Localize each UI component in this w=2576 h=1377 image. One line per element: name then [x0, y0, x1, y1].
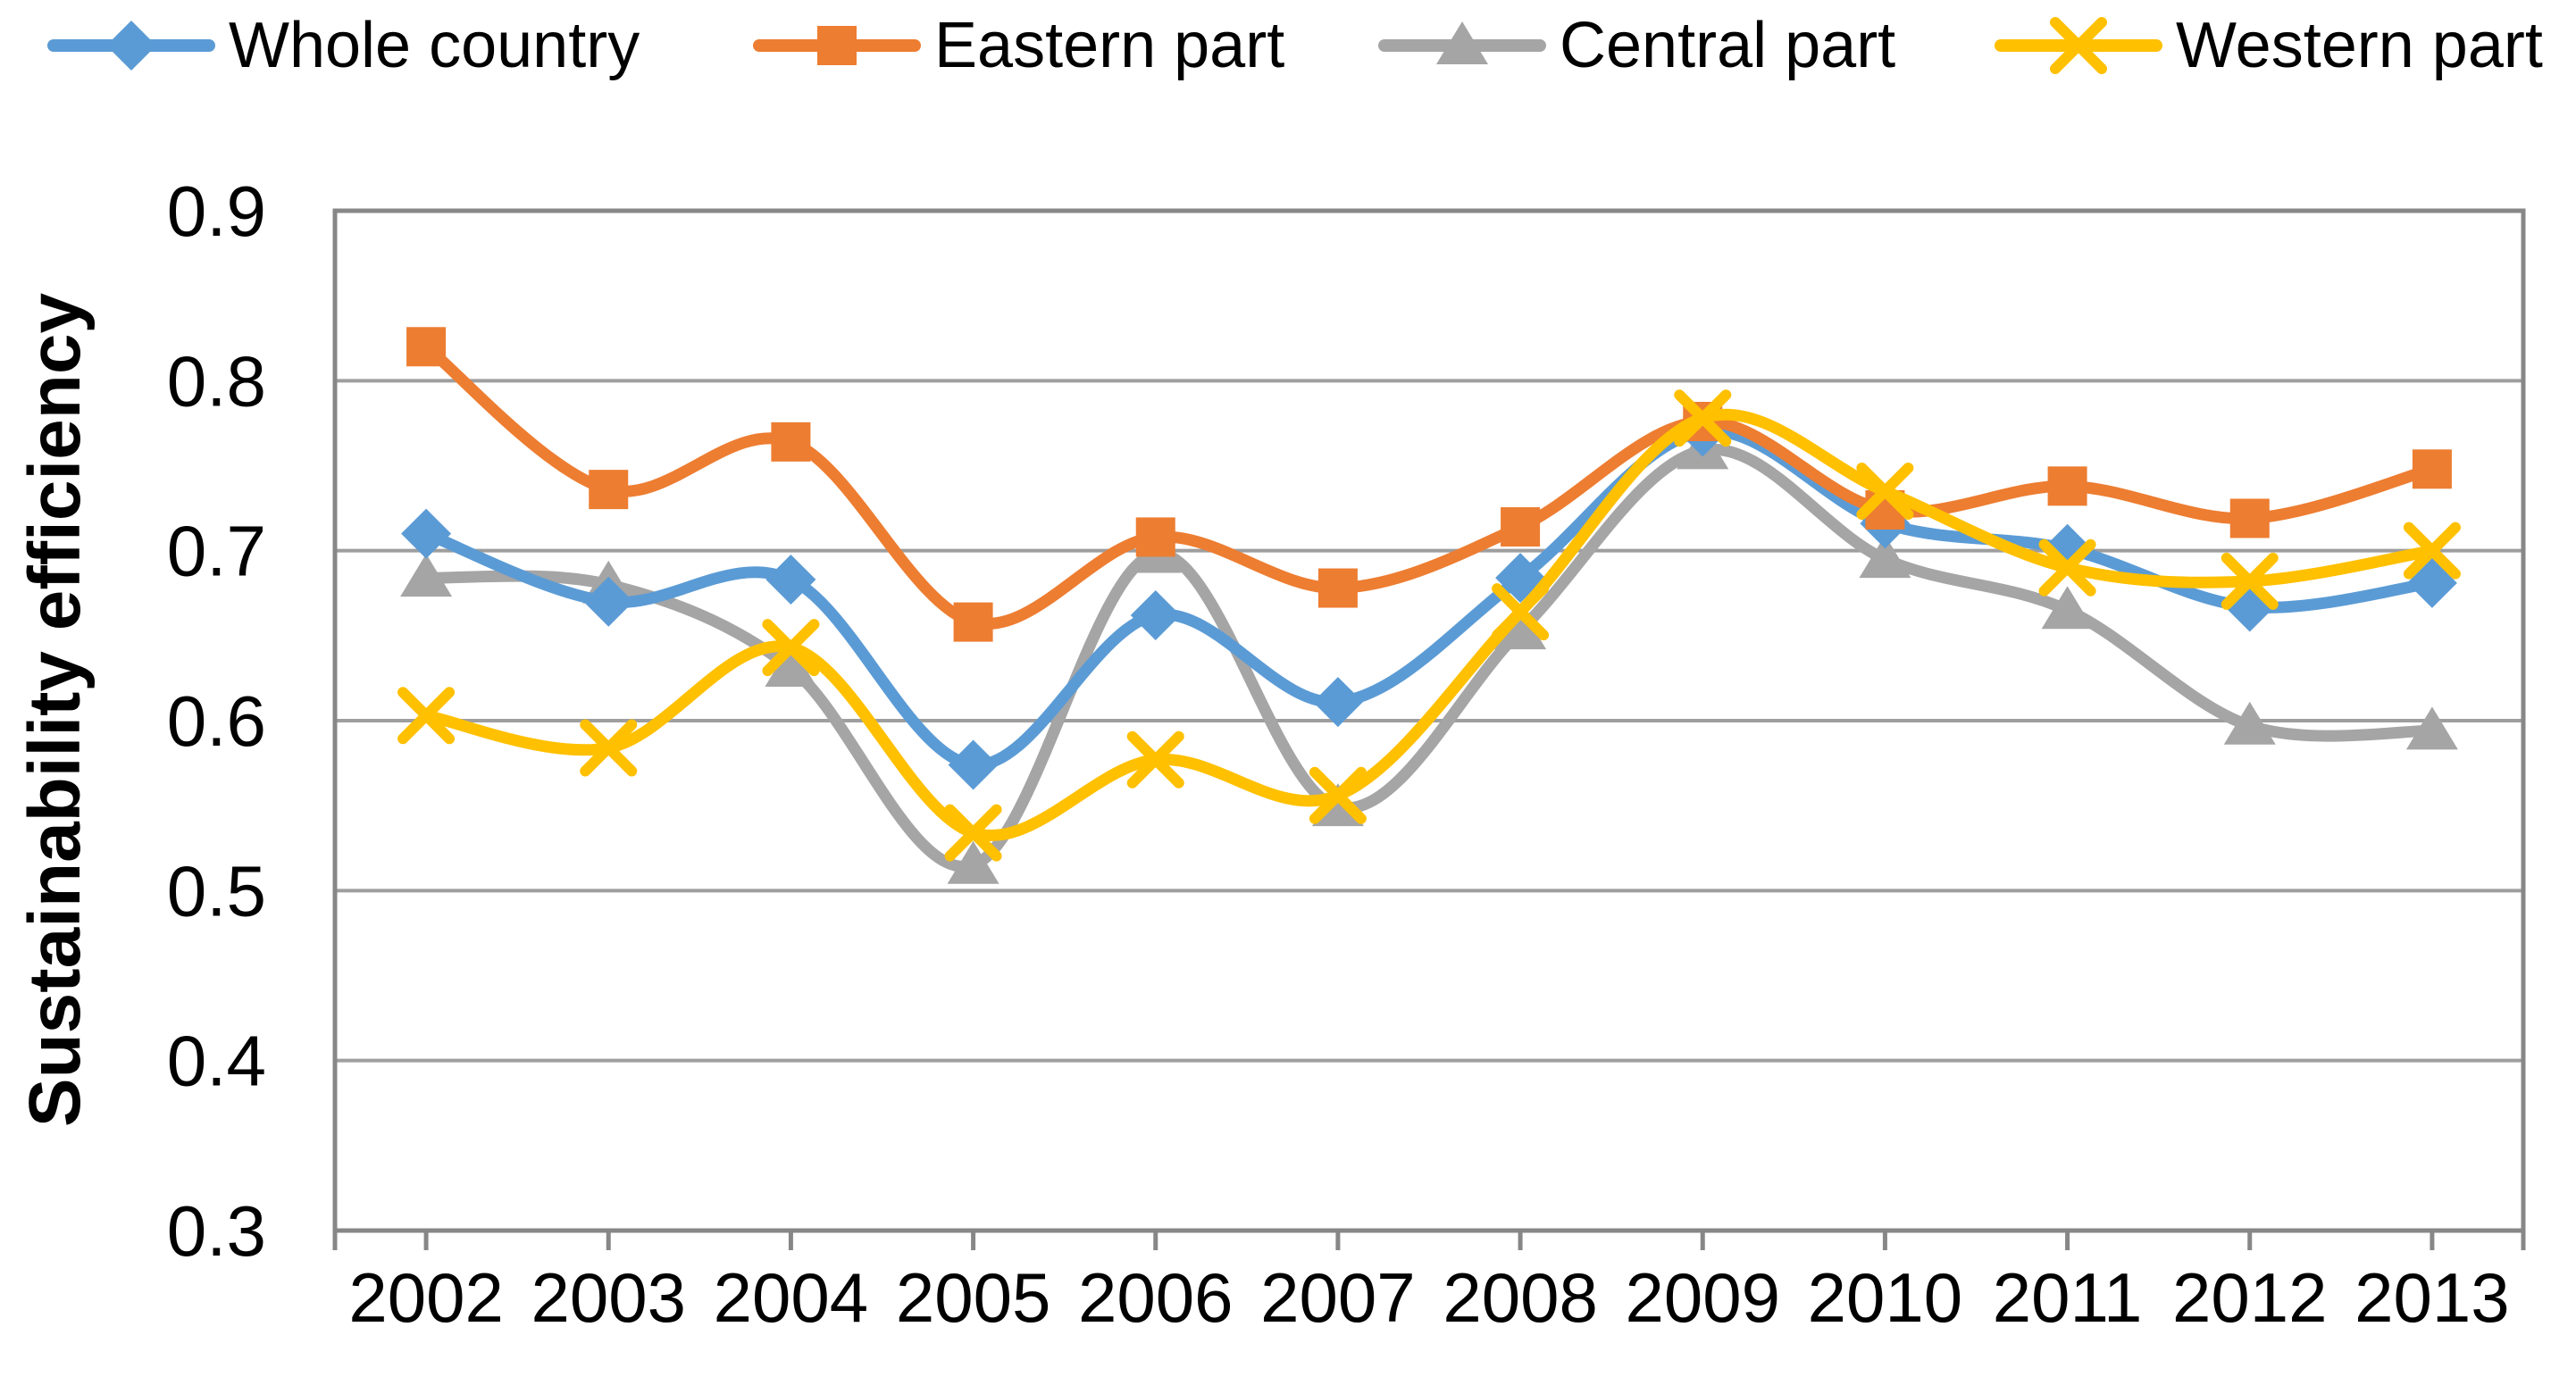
x-tick-label: 2002: [348, 1258, 504, 1337]
legend-item-whole-country: Whole country: [46, 5, 640, 86]
data-point-marker: [583, 576, 634, 627]
data-point-marker: [1317, 568, 1358, 608]
y-tick-label: 0.3: [167, 1191, 266, 1271]
y-tick-label: 0.7: [167, 512, 266, 591]
data-point-marker: [401, 508, 452, 559]
data-point-marker: [947, 840, 999, 884]
data-point-marker: [953, 602, 993, 642]
data-point-marker: [589, 470, 629, 510]
x-tick-label: 2006: [1078, 1258, 1234, 1337]
x-tick-label: 2012: [2172, 1258, 2328, 1337]
legend-item-label: Eastern part: [934, 10, 1285, 81]
data-point-marker: [1126, 730, 1184, 789]
x-tick-label: 2011: [1993, 1258, 2143, 1337]
data-point-marker: [1856, 463, 1914, 521]
data-point-marker: [1501, 507, 1541, 547]
data-point-marker: [400, 554, 453, 597]
data-point-marker: [2224, 581, 2275, 632]
data-point-marker: [1674, 389, 1732, 447]
x-tick-label: 2005: [896, 1258, 1051, 1337]
x-tick-label: 2003: [531, 1258, 686, 1337]
data-point-marker: [1492, 583, 1550, 641]
legend-item-label: Central part: [1560, 10, 1896, 81]
data-point-marker: [1859, 535, 1911, 579]
legend: Whole country Eastern part Central part …: [0, 0, 2576, 89]
legend-marker: [1436, 21, 1488, 64]
data-point-marker: [2405, 706, 2458, 750]
y-tick-label: 0.6: [167, 681, 266, 761]
data-point-marker: [2223, 701, 2276, 745]
x-tick-label: 2010: [1808, 1258, 1963, 1337]
x-tick-label: 2004: [714, 1258, 869, 1337]
y-tick-label: 0.9: [167, 171, 266, 251]
data-point-marker: [762, 619, 820, 677]
data-point-marker: [765, 555, 816, 605]
data-point-marker: [948, 739, 999, 790]
eastern-part-line-marker-icon: [753, 26, 921, 65]
data-point-marker: [944, 804, 1002, 862]
data-point-marker: [1135, 517, 1175, 557]
data-point-marker: [2221, 552, 2279, 610]
data-point-marker: [2412, 449, 2452, 489]
western-part-line-marker-icon: [1995, 17, 2162, 74]
data-point-marker: [2229, 498, 2270, 538]
y-tick-label: 0.4: [167, 1022, 266, 1101]
plot-frame: [332, 208, 2526, 1233]
x-tick-label: 2009: [1625, 1258, 1780, 1337]
legend-item-label: Western part: [2176, 10, 2543, 81]
data-point-marker: [2047, 466, 2087, 506]
legend-item-central-part: Central part: [1377, 5, 1895, 86]
data-point-marker: [2403, 522, 2461, 580]
data-point-marker: [2038, 538, 2096, 597]
legend-item-eastern-part: Eastern part: [752, 5, 1284, 86]
y-tick-label: 0.5: [167, 851, 266, 931]
data-point-marker: [580, 719, 638, 777]
legend-marker: [2050, 17, 2107, 74]
whole-country-line-marker-icon: [47, 21, 215, 71]
data-point-marker: [406, 327, 447, 367]
x-tick-label: 2008: [1443, 1258, 1598, 1337]
x-tick-label: 2007: [1260, 1258, 1416, 1337]
data-point-marker: [397, 687, 456, 745]
data-point-marker: [1130, 589, 1181, 640]
data-point-marker: [1309, 766, 1367, 824]
data-point-marker: [1494, 606, 1547, 650]
data-point-marker: [765, 643, 817, 687]
legend-item-label: Whole country: [229, 10, 640, 81]
x-tick-label: 2013: [2354, 1258, 2510, 1337]
legend-marker: [817, 26, 857, 65]
legend-marker: [106, 21, 156, 71]
legend-item-western-part: Western part: [1994, 5, 2543, 86]
data-point-marker: [771, 421, 811, 462]
y-tick-label: 0.8: [167, 341, 266, 421]
series-eastern-part: [406, 327, 2452, 642]
central-part-line-marker-icon: [1378, 21, 1546, 64]
data-point-marker: [2041, 586, 2094, 630]
data-point-marker: [1312, 677, 1363, 728]
series-western-part: [397, 389, 2461, 862]
